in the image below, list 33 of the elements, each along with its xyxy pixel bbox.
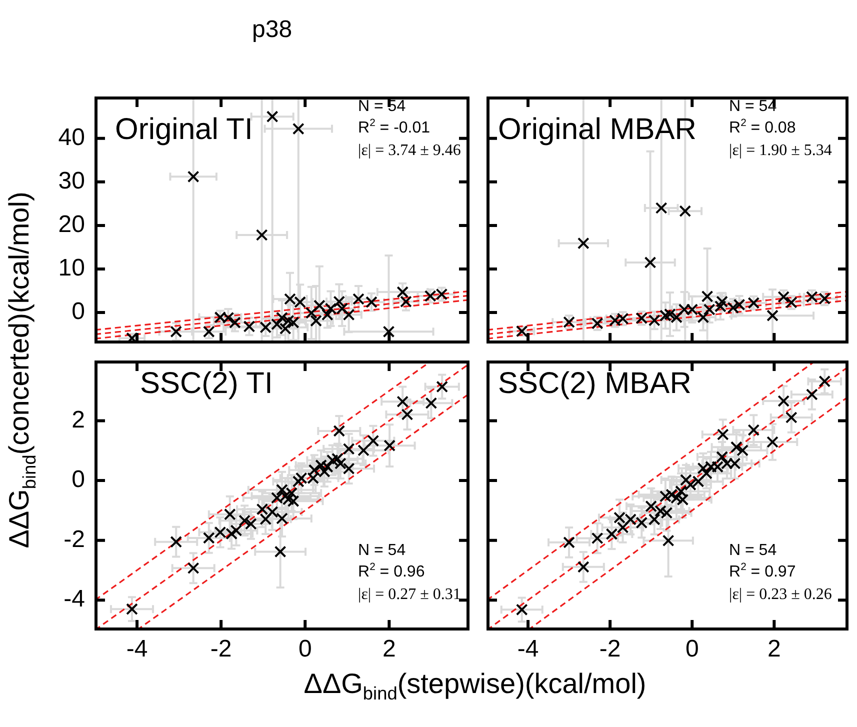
x-tick-label: -2 (210, 636, 232, 663)
annotation: R$^{2}$ = -0.01 (358, 118, 430, 138)
annotation: Original TI (115, 113, 253, 148)
y-tick-label: 2 (72, 406, 85, 434)
annotation: SSC(2) MBAR (498, 367, 692, 402)
x-axis-title: ΔΔG$_{bind}$(stepwise)(kcal/mol) (304, 668, 646, 705)
annotation: |ε| = 0.27 ± 0.31 (358, 586, 461, 604)
x-tick-label: -4 (126, 636, 148, 663)
y-tick-label: 10 (58, 254, 85, 282)
x-tick-label: 0 (298, 636, 312, 663)
x-tick-label: 2 (767, 636, 781, 663)
annotation: R$^{2}$ = 0.08 (729, 118, 796, 138)
y-tick-label: -4 (64, 586, 85, 613)
annotation: R$^{2}$ = 0.96 (358, 562, 425, 582)
y-tick-label: 30 (58, 168, 85, 195)
x-tick-label: 2 (382, 636, 396, 663)
x-tick-label: -2 (599, 636, 621, 663)
y-tick-label: -2 (64, 526, 85, 553)
annotation: |ε| = 3.74 ± 9.46 (358, 142, 461, 160)
annotation: Original MBAR (498, 113, 696, 148)
y-tick-label: 40 (58, 124, 85, 151)
y-tick-label: 0 (72, 466, 85, 494)
x-tick-label: -4 (517, 636, 539, 663)
annotation: |ε| = 0.23 ± 0.26 (729, 586, 832, 604)
annotation: N = 54 (358, 542, 406, 560)
annotation: SSC(2) TI (140, 367, 273, 402)
annotation: N = 54 (729, 542, 777, 560)
chart-title: p38 (252, 16, 292, 44)
annotation: |ε| = 1.90 ± 5.34 (729, 142, 832, 160)
annotation: R$^{2}$ = 0.97 (729, 562, 796, 582)
x-tick-label: 0 (685, 636, 699, 663)
y-tick-label: 20 (58, 211, 85, 238)
y-tick-label: 0 (72, 298, 85, 326)
